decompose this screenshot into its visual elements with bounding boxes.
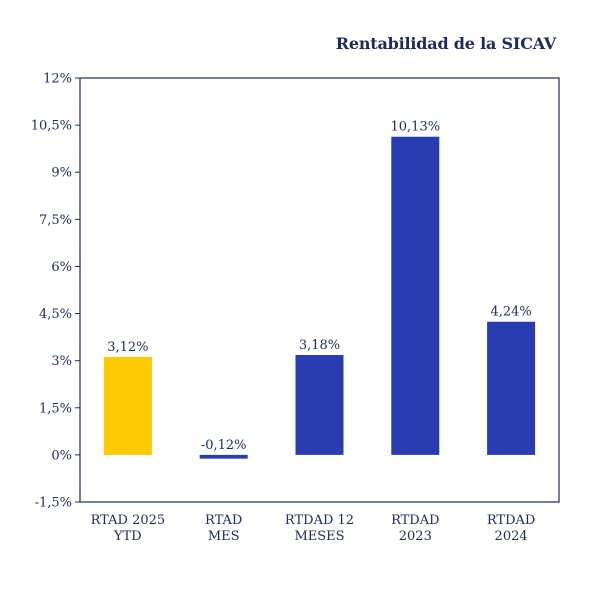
y-tick-label: -1,5% xyxy=(35,496,72,511)
bar xyxy=(391,136,440,455)
category-label: RTDAD xyxy=(487,513,535,528)
category-label: RTDAD xyxy=(391,513,439,528)
y-axis-ticks: -1,5% 0% 1,5% 3% 4,5% 6% 7,5% 9% 10,5% 12% xyxy=(31,72,80,511)
bar xyxy=(199,454,248,459)
plot-frame xyxy=(79,77,560,503)
category-label: 2024 xyxy=(495,529,528,544)
y-tick-label: 0% xyxy=(51,448,72,463)
category-label: MES xyxy=(208,529,240,544)
y-tick-label: 3% xyxy=(51,354,72,369)
data-label: 3,18% xyxy=(299,338,340,353)
bar xyxy=(103,356,152,455)
y-tick-label: 9% xyxy=(51,166,72,181)
data-label: 3,12% xyxy=(107,340,148,355)
bars xyxy=(103,136,536,459)
category-label: RTAD 2025 xyxy=(91,513,166,528)
category-label: MESES xyxy=(294,529,344,544)
y-tick-label: 12% xyxy=(43,72,72,87)
y-tick-label: 6% xyxy=(51,260,72,275)
category-label: 2023 xyxy=(399,529,432,544)
y-tick-label: 4,5% xyxy=(39,307,72,322)
chart-title: Rentabilidad de la SICAV xyxy=(335,34,556,53)
data-label: 10,13% xyxy=(391,120,441,135)
category-label: RTAD xyxy=(205,513,242,528)
y-tick-label: 10,5% xyxy=(31,119,72,134)
bar xyxy=(487,321,536,455)
data-label: 4,24% xyxy=(490,305,531,320)
category-label: YTD xyxy=(113,529,142,544)
y-tick-label: 1,5% xyxy=(39,401,72,416)
bar xyxy=(295,355,344,455)
y-tick-label: 7,5% xyxy=(39,213,72,228)
category-label: RTDAD 12 xyxy=(285,513,354,528)
data-label: -0,12% xyxy=(201,438,247,453)
value-labels: 3,12% -0,12% 3,18% 10,13% 4,24% xyxy=(107,120,532,453)
